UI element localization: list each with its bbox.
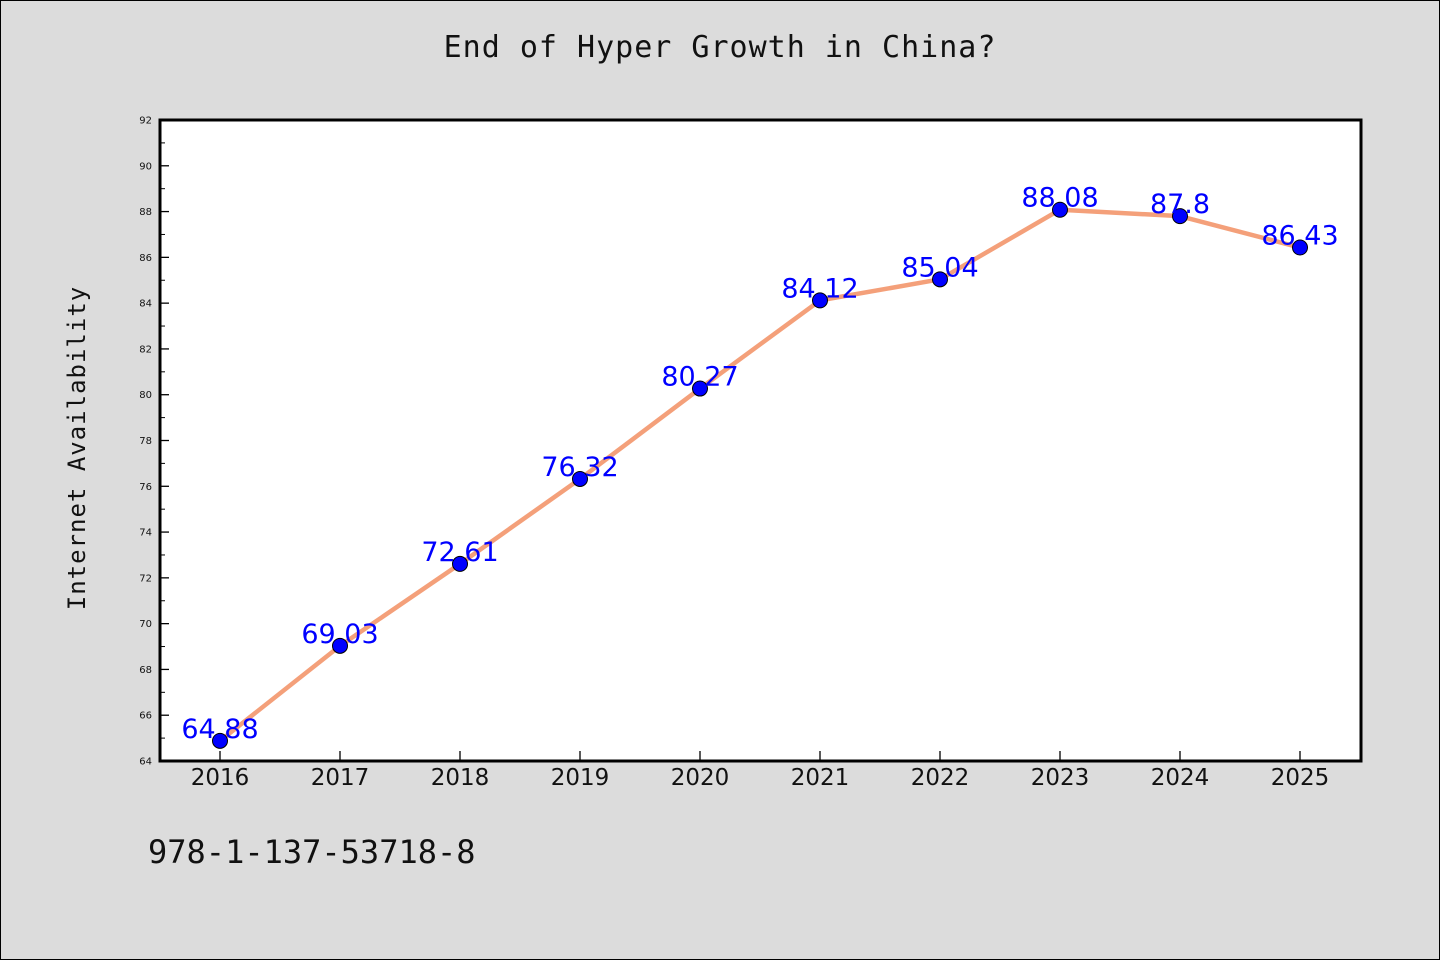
y-tick-label: 92 (139, 116, 152, 127)
data-label: 80.27 (661, 362, 738, 393)
data-label: 88.08 (1021, 183, 1098, 214)
data-point (692, 380, 708, 397)
x-tick-label: 2019 (551, 765, 610, 791)
y-tick-label: 82 (139, 344, 152, 355)
data-point (1172, 208, 1188, 225)
data-point (572, 470, 588, 487)
data-point (332, 637, 348, 654)
x-tick-label: 2023 (1031, 765, 1090, 791)
data-point (212, 732, 228, 749)
data-label: 76.32 (541, 452, 618, 483)
y-tick-label: 76 (139, 482, 152, 493)
y-tick-label: 70 (139, 619, 152, 630)
x-tick-label: 2016 (191, 765, 250, 791)
y-tick-label: 80 (139, 390, 152, 401)
data-label: 85.04 (901, 252, 978, 283)
x-tick-label: 2017 (311, 765, 370, 791)
y-tick-label: 88 (139, 207, 152, 218)
data-point (932, 271, 948, 288)
data-label: 69.03 (301, 619, 378, 650)
y-tick-label: 78 (139, 436, 152, 447)
y-tick-label: 90 (139, 161, 152, 172)
x-tick-label: 2025 (1271, 765, 1330, 791)
data-label: 72.61 (421, 537, 498, 568)
y-tick-label: 72 (139, 573, 152, 584)
x-tick-label: 2020 (671, 765, 730, 791)
y-tick-label: 84 (139, 299, 152, 310)
data-label: 86.43 (1261, 221, 1338, 252)
y-tick-label: 86 (139, 253, 152, 264)
series-line (217, 207, 1303, 744)
axes: 64 66 68 70 72 74 76 78 80 82 84 86 88 90 92 2016 2017 20… (139, 116, 1329, 792)
chart-title: End of Hyper Growth in China? (443, 30, 997, 65)
plot-area (158, 118, 1363, 763)
y-tick-label: 74 (139, 528, 152, 539)
x-tick-label: 2024 (1151, 765, 1210, 791)
data-point (1292, 239, 1308, 256)
footer-code: 978-1-137-53718-8 (148, 833, 476, 871)
data-label: 84.12 (781, 273, 858, 304)
y-tick-label: 64 (139, 757, 152, 768)
x-tick-label: 2022 (911, 765, 970, 791)
series-group: 64.88 69.03 72.61 76.32 80.27 84.12 85.04 88.08… (181, 183, 1339, 749)
data-point (1052, 201, 1068, 218)
data-point (812, 292, 828, 309)
data-label: 64.88 (181, 714, 258, 745)
data-label: 87.8 (1150, 189, 1210, 220)
y-tick-label: 68 (139, 665, 152, 676)
x-tick-label: 2021 (791, 765, 850, 791)
y-tick-label: 66 (139, 711, 152, 722)
x-tick-label: 2018 (431, 765, 490, 791)
data-point (452, 555, 468, 572)
